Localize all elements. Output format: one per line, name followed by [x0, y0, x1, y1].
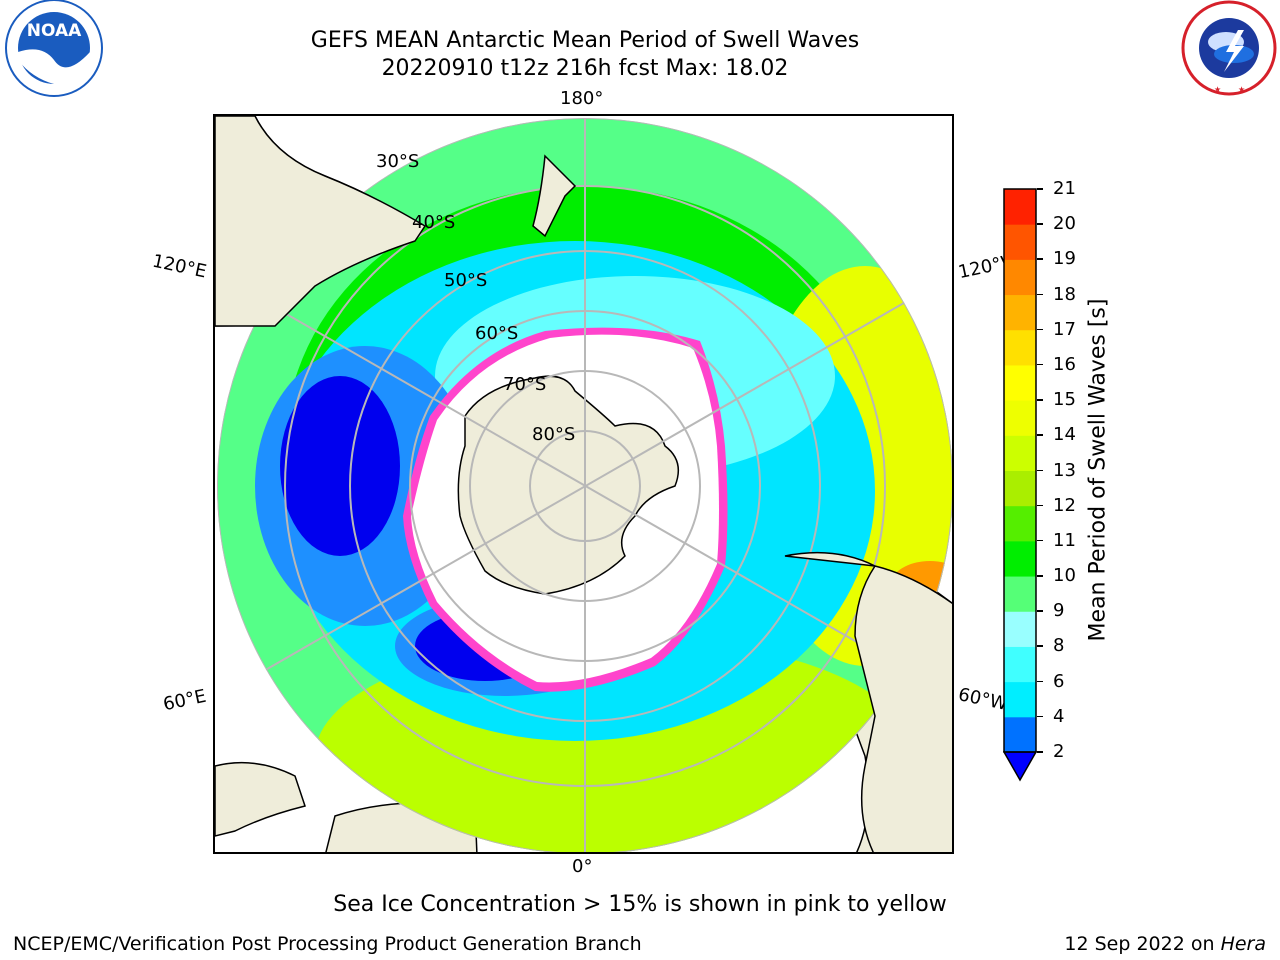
svg-text:★: ★ [1214, 85, 1221, 94]
lon-label-60w: 60°W [956, 684, 1010, 715]
colorbar-tick-label: 11 [1053, 529, 1076, 551]
colorbar-tick-mark [1037, 715, 1043, 718]
polar-map [213, 114, 954, 854]
lon-label-60e: 60°E [161, 685, 208, 716]
lon-label-120e: 120°E [150, 250, 209, 283]
colorbar-tick-mark [1037, 680, 1043, 683]
colorbar-tick-mark [1037, 504, 1043, 507]
colorbar-segment [1004, 716, 1036, 753]
colorbar-tick-mark [1037, 399, 1043, 401]
colorbar-tick-label: 15 [1053, 389, 1076, 411]
colorbar-tick-label: 10 [1053, 565, 1076, 587]
land-overlay [215, 116, 952, 852]
colorbar-tick-label: 20 [1053, 213, 1076, 235]
colorbar-label: Mean Period of Swell Waves [s] [1085, 298, 1111, 642]
chart-subtitle: 20220910 t12z 216h fcst Max: 18.02 [381, 56, 789, 81]
colorbar-tick-mark [1037, 469, 1043, 471]
noaa-logo-text: NOAA [27, 21, 82, 41]
ocean-low-patch-west [280, 376, 400, 556]
colorbar-segment [1004, 435, 1036, 471]
lat-label-80s: 80°S [532, 424, 576, 445]
footer-date: 12 Sep 2022 on Hera [1064, 933, 1266, 955]
antarctica-land [457, 375, 680, 595]
longitude-lines [217, 118, 952, 852]
colorbar-segment [1004, 364, 1036, 401]
lat-label-70s: 70°S [503, 374, 547, 395]
colorbar-tick-mark [1037, 328, 1043, 331]
footer-date-text: 12 Sep 2022 on [1064, 933, 1215, 955]
colorbar-segment [1004, 505, 1036, 542]
colorbar-tick-mark [1037, 363, 1043, 366]
colorbar-tick-label: 4 [1053, 705, 1065, 727]
colorbar-segment [1004, 646, 1036, 683]
colorbar-tick-label: 13 [1053, 459, 1076, 481]
footer-branch: NCEP/EMC/Verification Post Processing Pr… [13, 933, 642, 955]
colorbar-tick-mark [1037, 258, 1043, 260]
lon-label-0: 0° [572, 856, 593, 877]
svg-text:★: ★ [1238, 85, 1245, 94]
colorbar-tick-mark [1037, 293, 1043, 296]
colorbar-tick-label: 21 [1053, 178, 1076, 199]
colorbar-segment [1004, 259, 1036, 296]
noaa-logo: NOAA [2, 0, 106, 108]
colorbar-segment [1004, 224, 1036, 260]
colorbar-tick-label: 18 [1053, 283, 1076, 305]
colorbar-tick-label: 17 [1053, 318, 1076, 340]
colorbar-tick-mark [1037, 575, 1043, 577]
colorbar-segment [1004, 294, 1036, 331]
colorbar-tick-label: 12 [1053, 494, 1076, 516]
colorbar-tick-mark [1037, 188, 1043, 190]
new-zealand-land [532, 154, 577, 238]
colorbar-tick-mark [1037, 539, 1043, 542]
colorbar-segment [1004, 329, 1036, 366]
colorbar-segment [1004, 681, 1036, 718]
colorbar-border [1003, 188, 1037, 753]
colorbar-segment [1004, 470, 1036, 507]
colorbar [1002, 188, 1043, 788]
chart-title: GEFS MEAN Antarctic Mean Period of Swell… [310, 28, 860, 53]
colorbar-under-arrow [1002, 751, 1038, 782]
lat-label-60s: 60°S [475, 323, 519, 344]
colorbar-tick-mark [1037, 645, 1043, 647]
lat-label-40s: 40°S [412, 212, 456, 233]
colorbar-segment [1004, 576, 1036, 612]
colorbar-tick-mark [1037, 751, 1043, 753]
colorbar-svg [1002, 188, 1038, 782]
footer-machine: Hera [1220, 933, 1266, 955]
sea-ice-note: Sea Ice Concentration > 15% is shown in … [333, 892, 947, 917]
colorbar-tick-mark [1037, 434, 1043, 436]
lon-label-180: 180° [560, 88, 604, 109]
colorbar-segment [1004, 611, 1036, 647]
colorbar-tick-label: 8 [1053, 635, 1065, 657]
colorbar-segment [1004, 540, 1036, 577]
lat-label-50s: 50°S [444, 270, 488, 291]
colorbar-tick-label: 9 [1053, 600, 1065, 622]
nws-logo: ★ ★ [1178, 0, 1280, 106]
colorbar-tick-label: 19 [1053, 248, 1076, 270]
colorbar-tick-label: 2 [1053, 741, 1065, 762]
colorbar-tick-mark [1037, 223, 1043, 225]
lat-label-30s: 30°S [376, 151, 420, 172]
colorbar-tick-label: 14 [1053, 424, 1076, 446]
colorbar-tick-mark [1037, 610, 1043, 612]
colorbar-segment [1004, 189, 1036, 225]
colorbar-segment [1004, 400, 1036, 436]
south-america-land [784, 551, 952, 852]
colorbar-tick-label: 16 [1053, 353, 1076, 375]
polar-map-svg [215, 116, 952, 852]
colorbar-tick-label: 6 [1053, 670, 1065, 692]
